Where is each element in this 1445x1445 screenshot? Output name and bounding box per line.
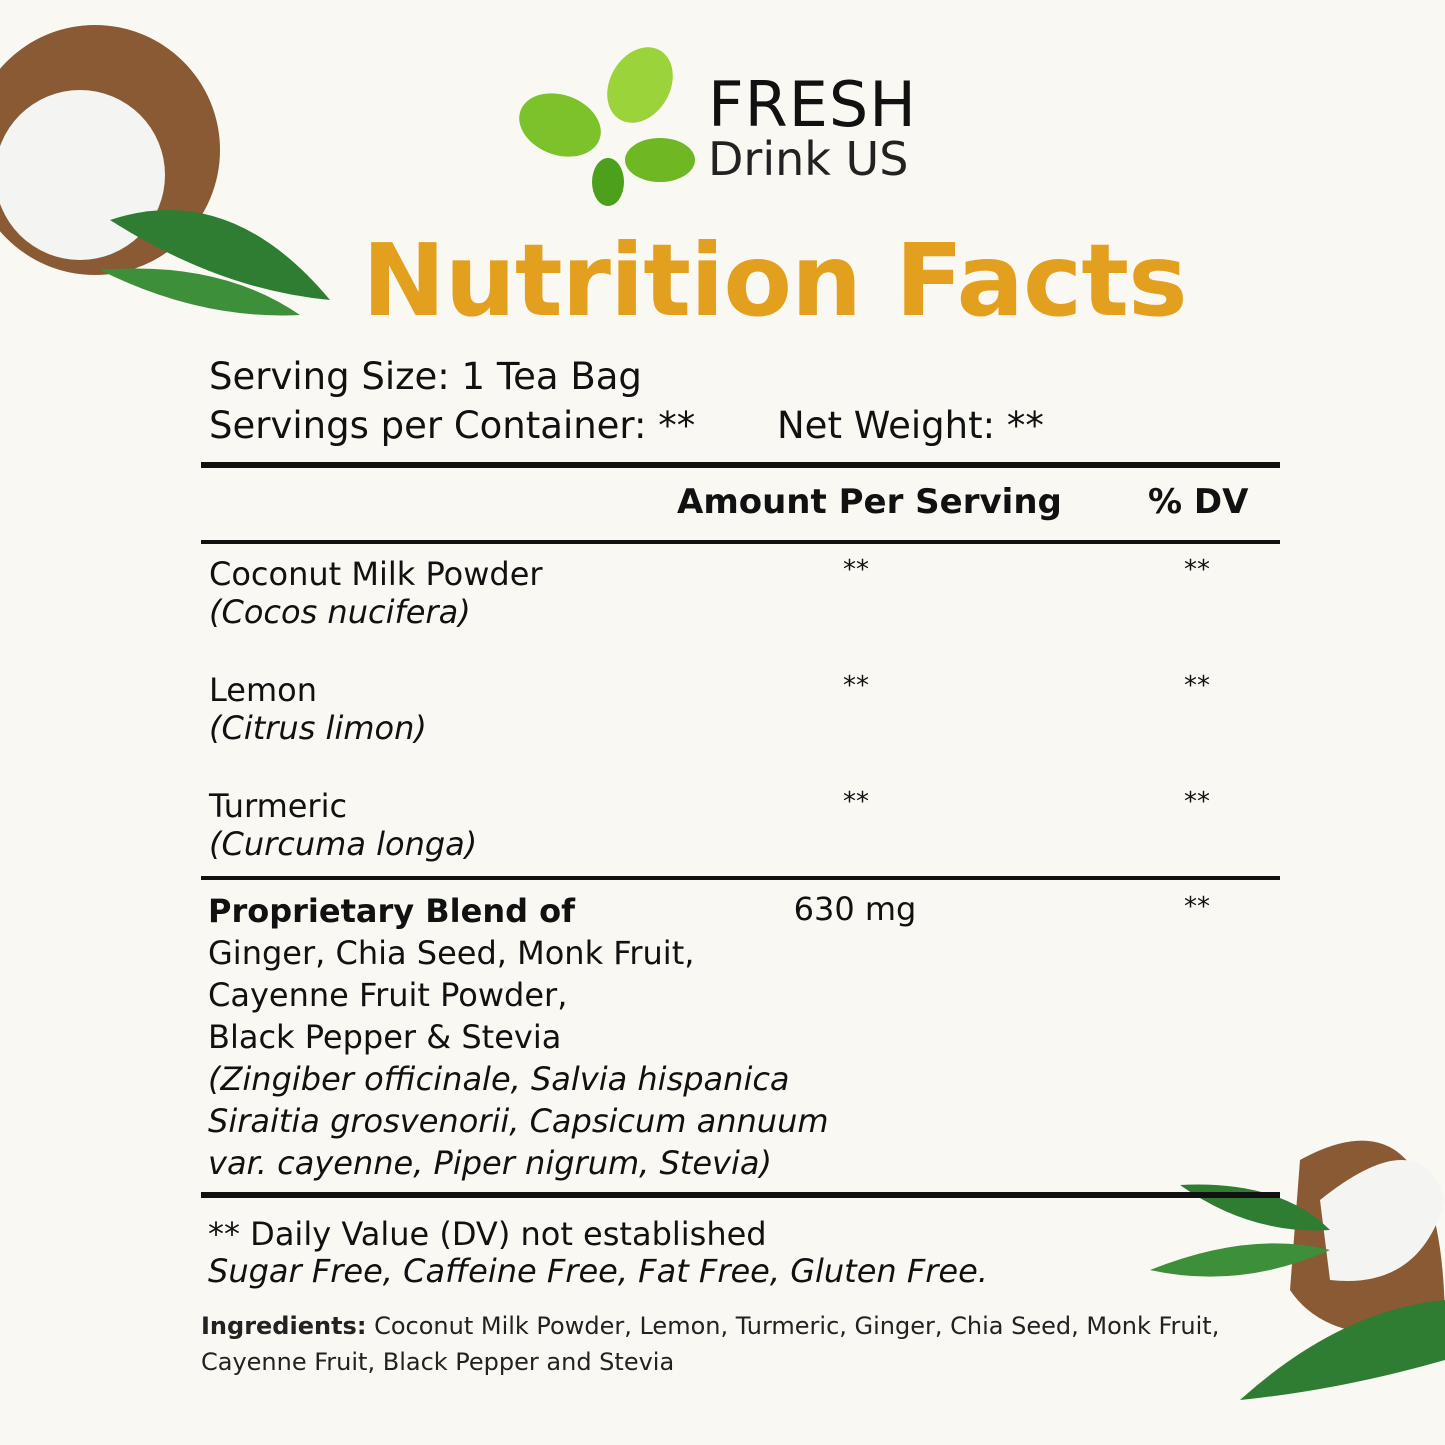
ingredient-latin: (Citrus limon) bbox=[209, 709, 427, 747]
dv-note: ** Daily Value (DV) not established bbox=[208, 1215, 767, 1253]
serving-size: Serving Size: 1 Tea Bag bbox=[209, 355, 642, 398]
leaf bbox=[110, 210, 330, 300]
ingredients-text: Coconut Milk Powder, Lemon, Turmeric, Gi… bbox=[201, 1312, 1220, 1376]
rule bbox=[201, 540, 1280, 544]
blend-amount: 630 mg bbox=[793, 890, 917, 928]
blend-latin: var. cayenne, Piper nigrum, Stevia) bbox=[208, 1144, 772, 1182]
ingredients-label: Ingredients: bbox=[201, 1312, 367, 1340]
blend-title: Proprietary Blend of bbox=[208, 892, 576, 930]
amount: ** bbox=[843, 671, 869, 701]
ingredients: Ingredients: Coconut Milk Powder, Lemon,… bbox=[201, 1308, 1301, 1380]
net-weight: Net Weight: ** bbox=[777, 404, 1044, 447]
ingredient-latin: (Curcuma longa) bbox=[209, 825, 478, 863]
ingredient-latin: (Cocos nucifera) bbox=[209, 593, 471, 631]
rule bbox=[201, 462, 1280, 468]
servings-per-container: Servings per Container: ** bbox=[209, 404, 696, 447]
blend-line: Cayenne Fruit Powder, bbox=[208, 976, 568, 1014]
logo-leaf bbox=[519, 93, 601, 157]
dv: ** bbox=[1184, 671, 1210, 701]
coconut-flesh bbox=[1320, 1160, 1445, 1281]
logo-leaf bbox=[607, 47, 673, 123]
rule bbox=[201, 876, 1280, 880]
dv: ** bbox=[1184, 555, 1210, 585]
blend-latin: Siraitia grosvenorii, Capsicum annuum bbox=[208, 1102, 829, 1140]
blend-latin: (Zingiber officinale, Salvia hispanica bbox=[208, 1060, 790, 1098]
rule bbox=[201, 1192, 1280, 1198]
leaf bbox=[1150, 1243, 1330, 1277]
leaf bbox=[100, 268, 300, 316]
blend-line: Ginger, Chia Seed, Monk Fruit, bbox=[208, 934, 695, 972]
header-amount: Amount Per Serving bbox=[677, 482, 1062, 522]
amount: ** bbox=[843, 787, 869, 817]
title: Nutrition Facts bbox=[362, 222, 1188, 339]
leaf bbox=[1240, 1300, 1445, 1400]
amount: ** bbox=[843, 555, 869, 585]
ingredient-name: Turmeric bbox=[209, 787, 348, 825]
logo-leaf bbox=[592, 158, 624, 206]
free-note: Sugar Free, Caffeine Free, Fat Free, Glu… bbox=[208, 1252, 988, 1290]
dv: ** bbox=[1184, 787, 1210, 817]
blend-dv: ** bbox=[1184, 892, 1210, 922]
ingredient-name: Coconut Milk Powder bbox=[209, 555, 543, 593]
logo-sub: Drink US bbox=[708, 132, 909, 186]
blend-line: Black Pepper & Stevia bbox=[208, 1018, 562, 1056]
logo-brand: FRESH bbox=[708, 68, 917, 141]
header-dv: % DV bbox=[1148, 482, 1249, 522]
ingredient-name: Lemon bbox=[209, 671, 317, 709]
logo-leaf bbox=[625, 138, 695, 182]
